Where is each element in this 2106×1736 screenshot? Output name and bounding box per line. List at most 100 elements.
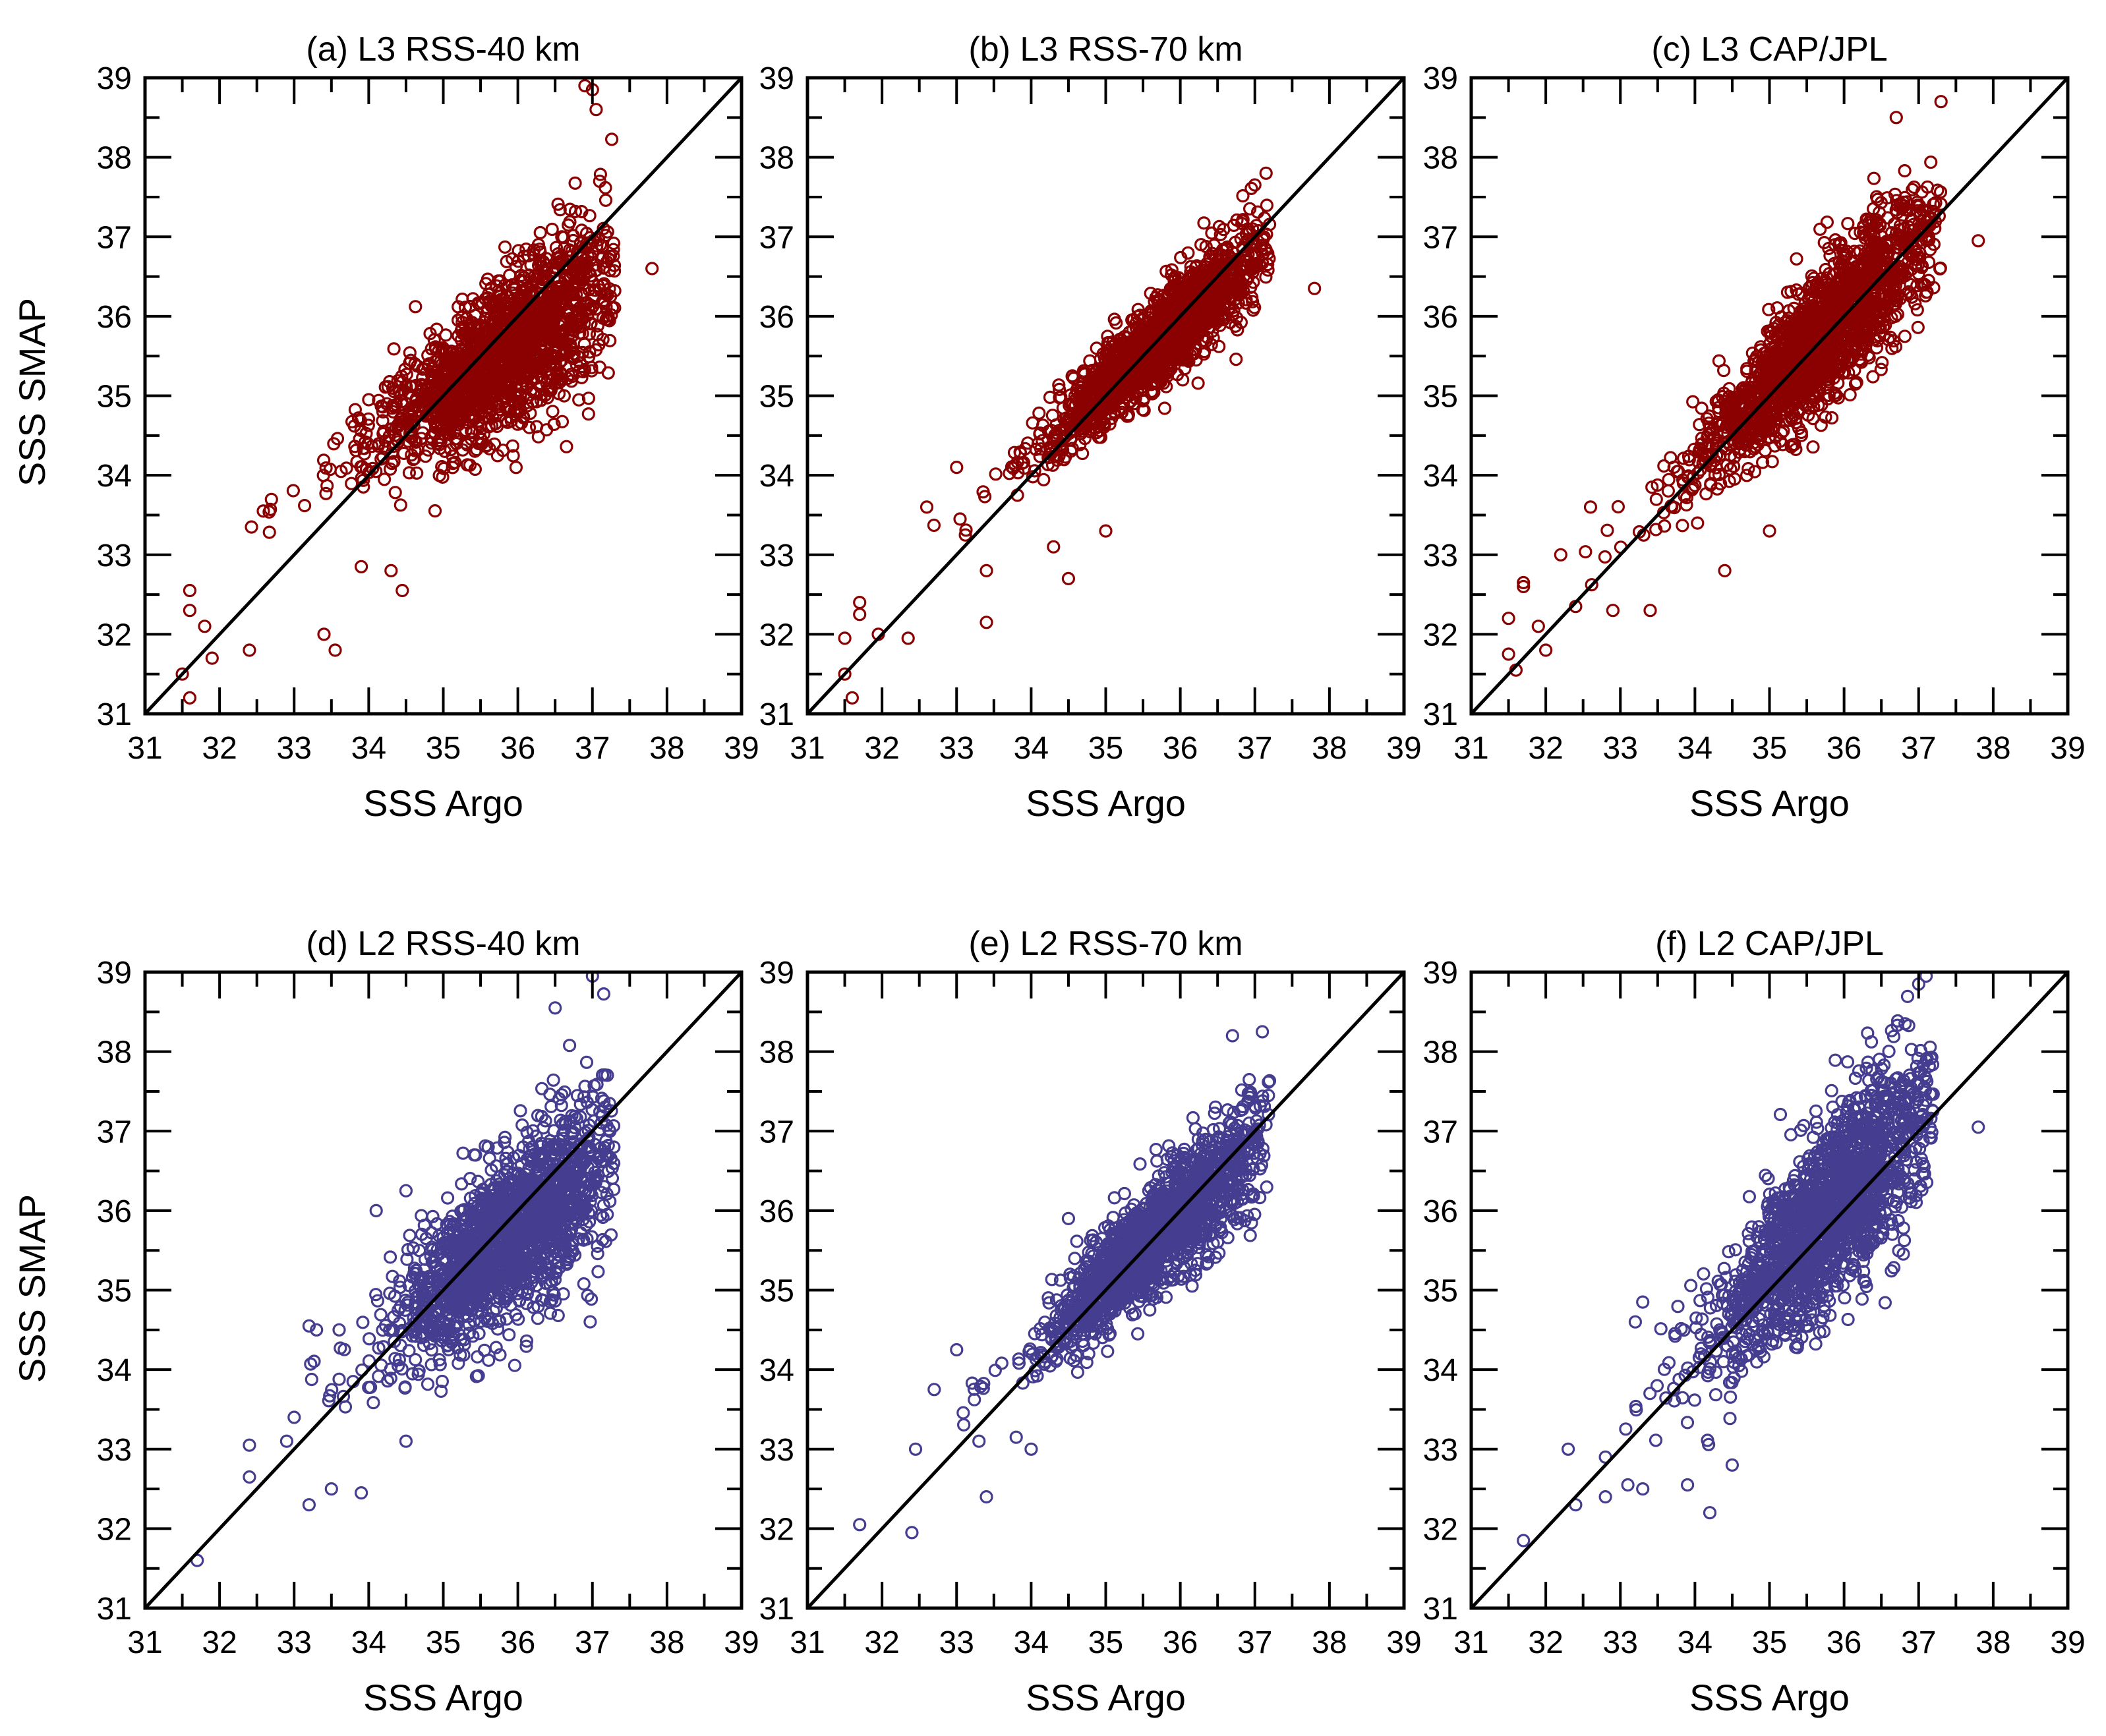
- panel-b-y-tick-label: 37: [759, 220, 794, 255]
- panel-b-outlier-point: [950, 460, 964, 475]
- panel-a-point: [256, 504, 270, 518]
- panel-c-point: [1820, 216, 1834, 229]
- panel-c-point: [1841, 217, 1855, 231]
- panel-c-point: [1695, 401, 1709, 415]
- panel-a-point: [438, 444, 452, 458]
- panel-b-point: [1174, 318, 1188, 332]
- panel-a-point: [264, 492, 278, 506]
- panel-b-point: [1157, 401, 1172, 415]
- panel-a-point: [416, 395, 430, 409]
- panel-a-outlier-point: [183, 583, 196, 598]
- panel-b-outlier-point: [853, 595, 867, 610]
- panel-a-point: [345, 477, 359, 490]
- panel-b-point: [1194, 324, 1208, 337]
- panel-b-point: [1130, 376, 1144, 390]
- panel-a-point: [596, 279, 610, 293]
- panel-b-outlier-point: [1308, 281, 1322, 295]
- panel-c-point: [1843, 388, 1857, 402]
- panel-b-y-tick-label: 35: [759, 380, 794, 415]
- panel-c-point: [1764, 326, 1778, 339]
- panel-a-point: [483, 311, 498, 325]
- panel-a-point: [490, 321, 504, 335]
- panel-b-point: [1086, 371, 1100, 386]
- panel-a-point: [361, 412, 376, 426]
- panel-b-point: [1248, 301, 1262, 314]
- panel-a-point: [573, 272, 587, 285]
- panel-a-point: [353, 432, 366, 446]
- panel-b-point: [1125, 313, 1139, 327]
- panel-c-point: [1747, 465, 1762, 478]
- panel-a-point: [452, 414, 465, 428]
- panel-b-outlier-point: [1259, 166, 1273, 180]
- panel-b-point: [978, 490, 992, 504]
- panel-c-point: [1598, 550, 1612, 564]
- y-axis-label-bottom-row: SSS SMAP: [11, 1194, 53, 1383]
- panel-c-point: [1728, 472, 1741, 486]
- panel-a-point: [545, 222, 559, 237]
- panel-a-outlier-point: [384, 564, 398, 578]
- panel-b-x-tick-label: 31: [790, 731, 825, 766]
- panel-c-point: [1677, 451, 1691, 465]
- panel-a-point: [386, 381, 400, 395]
- panel-a-point: [510, 350, 524, 364]
- panel-b-y-tick-label: 33: [759, 538, 794, 573]
- panel-a-point: [496, 444, 510, 457]
- panel-b-point: [1188, 260, 1203, 274]
- panel-b-point: [1243, 202, 1257, 216]
- panel-a-point: [575, 223, 589, 237]
- panel-b-point: [1169, 281, 1184, 295]
- panel-a-point: [452, 418, 465, 432]
- panel-c-point: [1911, 320, 1925, 334]
- panel-a-point: [459, 388, 473, 403]
- panel-c-point: [1712, 354, 1726, 368]
- panel-b-point: [1170, 336, 1185, 351]
- panel-a-point: [575, 250, 590, 264]
- panel-c-point: [1784, 440, 1798, 454]
- panel-a-x-axis-label: SSS Argo: [363, 782, 523, 824]
- panel-a-point: [563, 215, 577, 229]
- panel-c-point: [1762, 303, 1776, 316]
- panel-c-point: [1765, 455, 1779, 469]
- panel-a-outlier-point: [183, 604, 196, 618]
- panel-a-point: [578, 304, 593, 318]
- panel-b-point: [1042, 450, 1056, 465]
- panel-b-x-tick-label: 37: [1237, 731, 1272, 766]
- panel-b-point: [1129, 330, 1144, 344]
- panel-b-point: [1227, 218, 1241, 232]
- panel-a-point: [465, 377, 479, 391]
- panel-a-point: [591, 319, 604, 333]
- panel-b-point: [1133, 326, 1147, 341]
- panel-c-point: [1703, 420, 1717, 434]
- panel-a-point: [546, 405, 560, 419]
- panel-a-point: [411, 443, 425, 457]
- panel-b-point: [1248, 257, 1262, 271]
- panel-a-point: [408, 357, 422, 371]
- panel-a-y-tick-label: 34: [97, 459, 132, 494]
- panel-a-point: [522, 298, 536, 312]
- panel-c-point: [1691, 466, 1705, 480]
- panel-b-x-tick-label: 32: [864, 731, 899, 766]
- panel-a-outlier-point: [589, 103, 603, 117]
- panel-a-point: [542, 335, 557, 350]
- panel-b-point: [1229, 352, 1243, 366]
- panel-b-x-tick-label: 39: [1386, 731, 1421, 766]
- panel-a-point: [521, 249, 535, 263]
- panel-b-outlier-point: [1061, 571, 1076, 586]
- panel-a-point: [519, 380, 533, 395]
- panel-a-point: [413, 403, 426, 418]
- panel-b-point: [1197, 216, 1211, 230]
- panel-a-point: [557, 231, 571, 245]
- panel-a-point: [581, 391, 596, 405]
- panel-a-x-tick-label: 31: [127, 731, 162, 766]
- panel-b-point: [1072, 405, 1086, 420]
- panel-c-point: [1714, 477, 1728, 491]
- panel-a-point: [555, 415, 570, 428]
- panel-b-point: [1181, 246, 1195, 260]
- panel-b-point: [1187, 297, 1201, 311]
- panel-a-point: [531, 430, 545, 444]
- panel-a-point: [365, 440, 379, 453]
- panel-a-point: [416, 371, 430, 385]
- panel-a-point: [462, 409, 476, 422]
- panel-b-point: [1053, 438, 1067, 452]
